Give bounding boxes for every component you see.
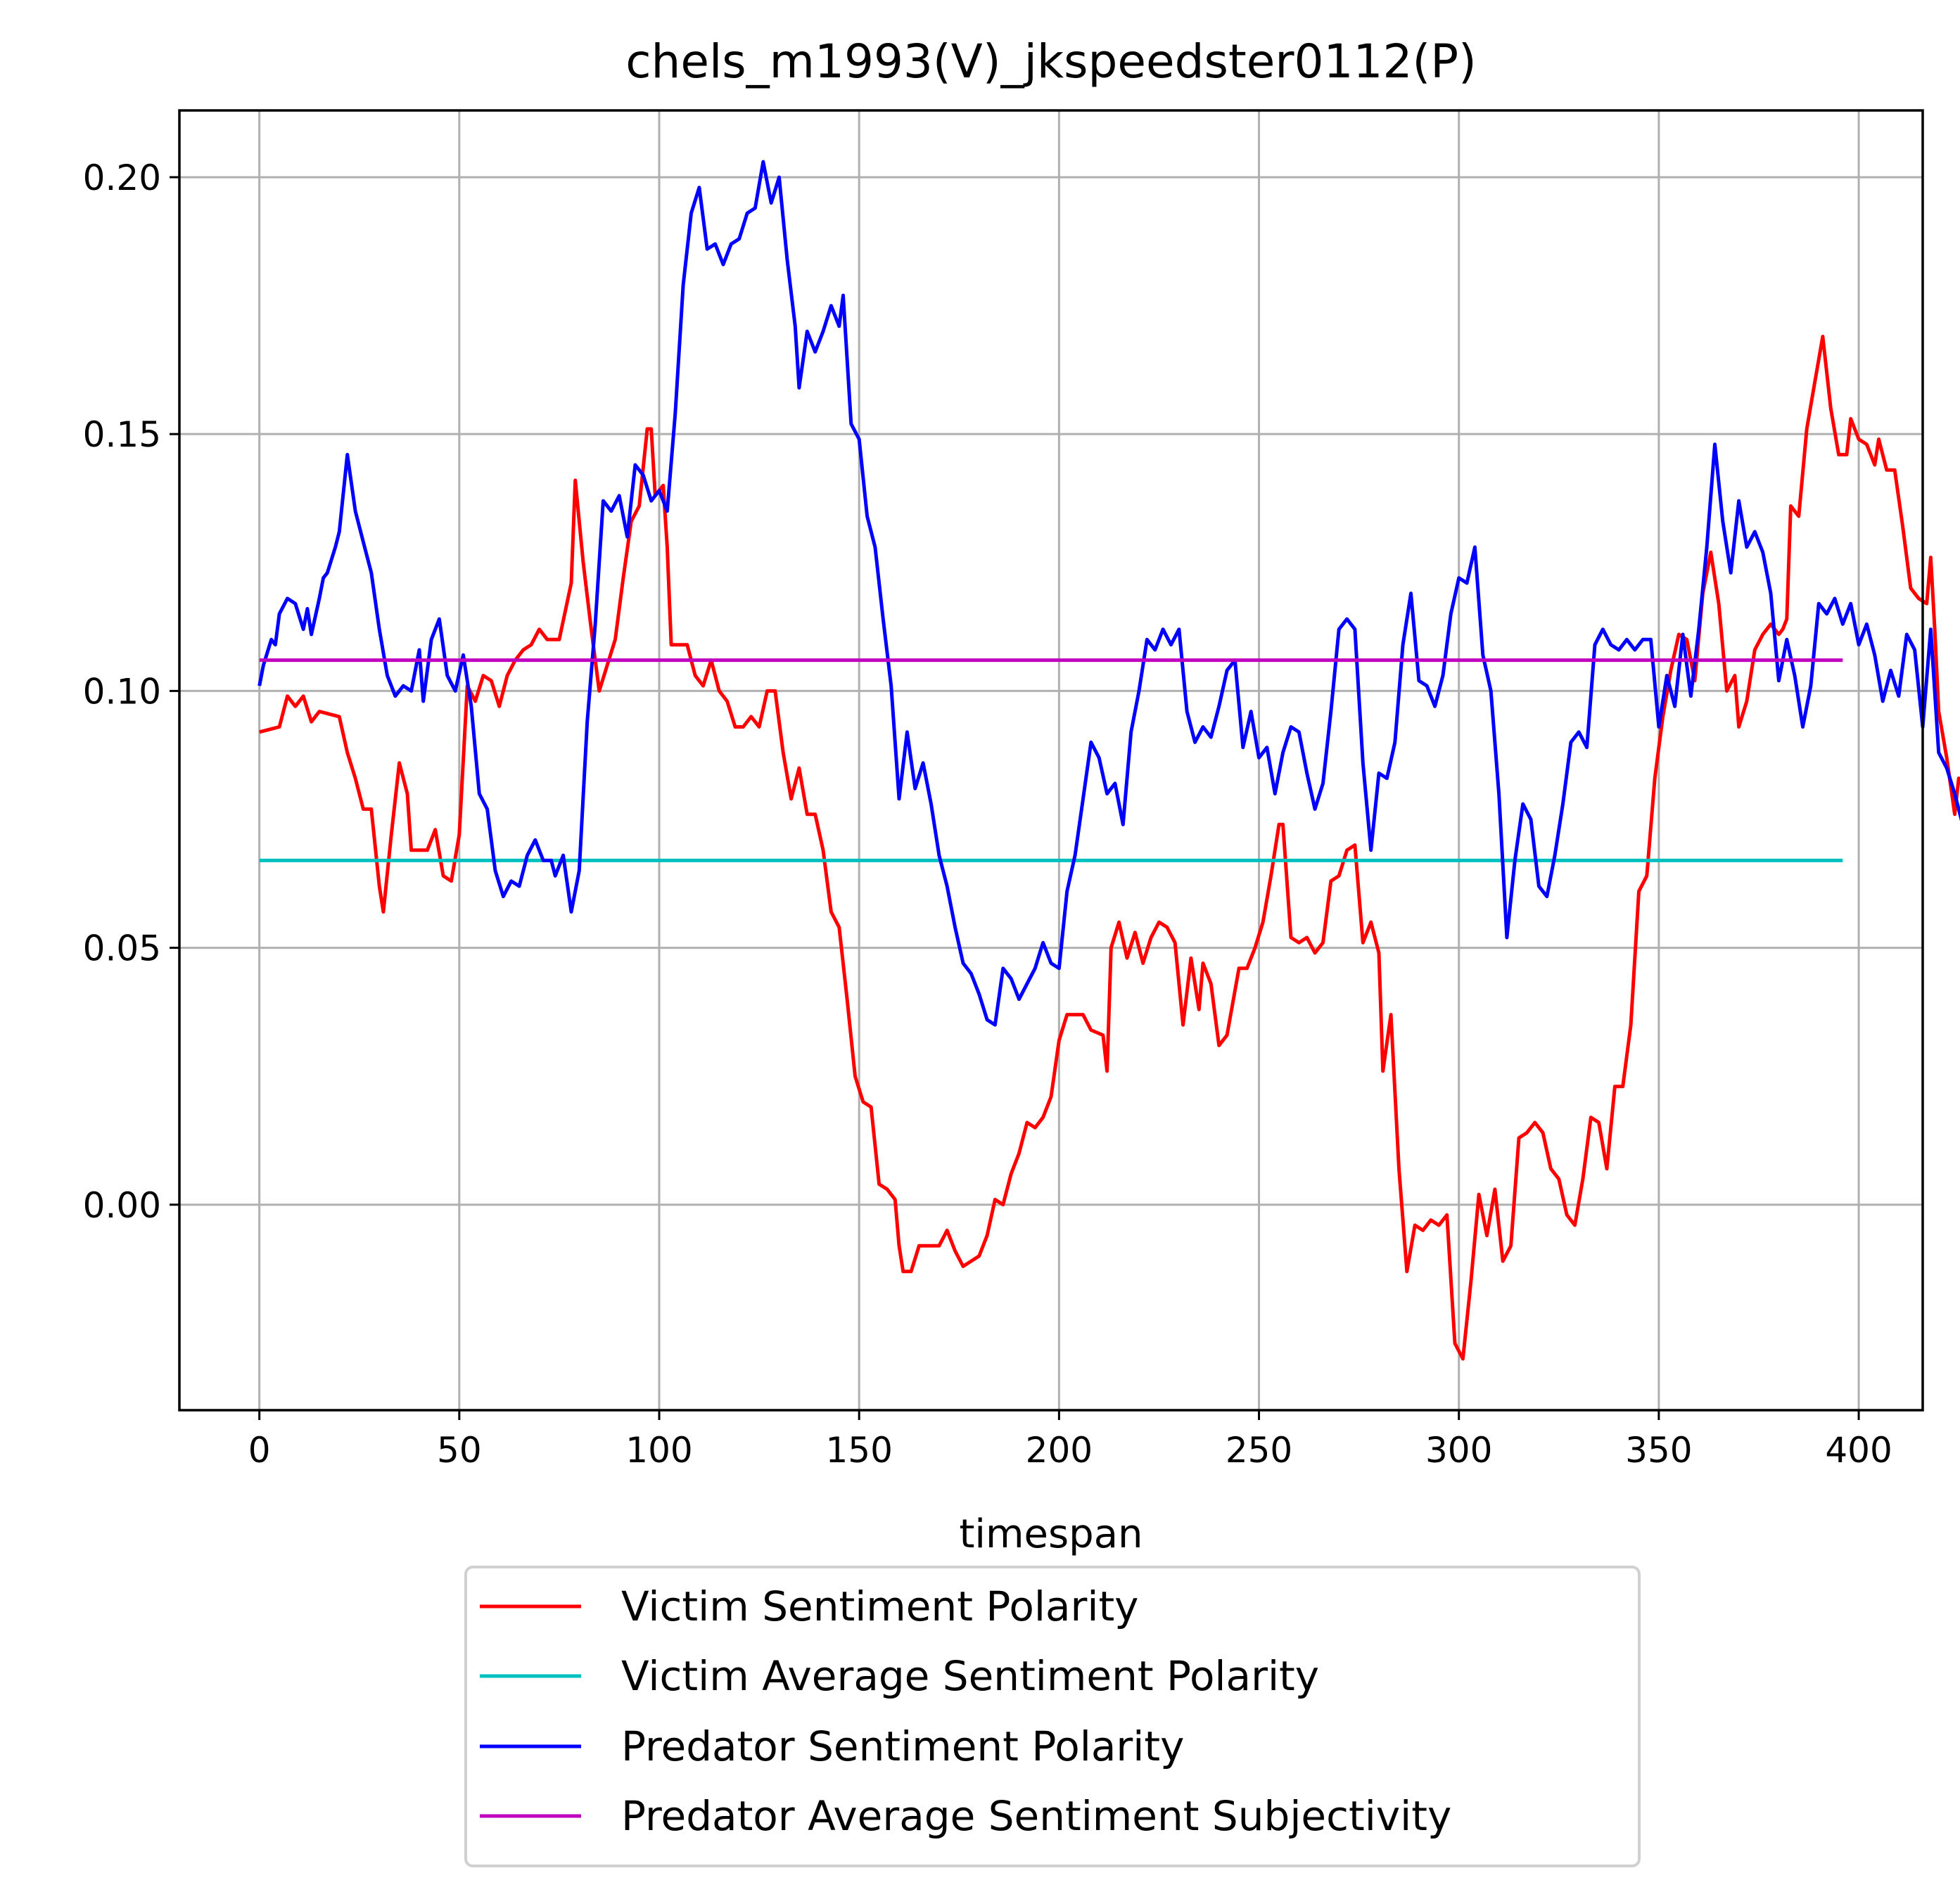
y-tick-label: 0.15: [83, 414, 161, 455]
x-axis-label: timespan: [959, 1511, 1143, 1557]
legend-entries: Victim Sentiment Polarity Victim Average …: [480, 1582, 1451, 1840]
legend-label-3: Predator Sentiment Polarity: [621, 1722, 1184, 1770]
x-tick-label: 350: [1625, 1430, 1692, 1471]
legend-box: [464, 1566, 1641, 1867]
y-tick-label: 0.20: [83, 158, 161, 198]
legend-label-2: Victim Average Sentiment Polarity: [621, 1652, 1319, 1700]
legend-label-4: Predator Average Sentiment Subjectivity: [621, 1792, 1451, 1840]
chart-title: chels_m1993(V)_jkspeedster0112(P): [625, 34, 1477, 89]
y-tick-label: 0.10: [83, 671, 161, 712]
series-line-1: [259, 334, 1960, 1361]
axis-ticks: 0 50 100 150 200 250 300 350 400 0.00 0.05 0.10 0.15…: [83, 158, 1892, 1471]
x-tick-label: 200: [1026, 1430, 1093, 1471]
grid-lines: [179, 110, 1923, 1410]
legend-label-1: Victim Sentiment Polarity: [621, 1582, 1139, 1630]
x-tick-label: 100: [625, 1430, 692, 1471]
legend: Victim Sentiment Polarity Victim Average …: [464, 1566, 1641, 1867]
series-lines: [257, 160, 1960, 1361]
series-line-3: [257, 160, 1960, 1027]
x-tick-label: 400: [1825, 1430, 1892, 1471]
x-tick-label: 50: [437, 1430, 482, 1471]
x-tick-label: 150: [825, 1430, 892, 1471]
y-tick-label: 0.05: [83, 928, 161, 969]
y-tick-label: 0.00: [83, 1185, 161, 1226]
plot-frame: [178, 109, 1924, 1412]
x-tick-label: 250: [1226, 1430, 1292, 1471]
x-tick-label: 0: [248, 1430, 271, 1471]
x-tick-label: 300: [1425, 1430, 1492, 1471]
